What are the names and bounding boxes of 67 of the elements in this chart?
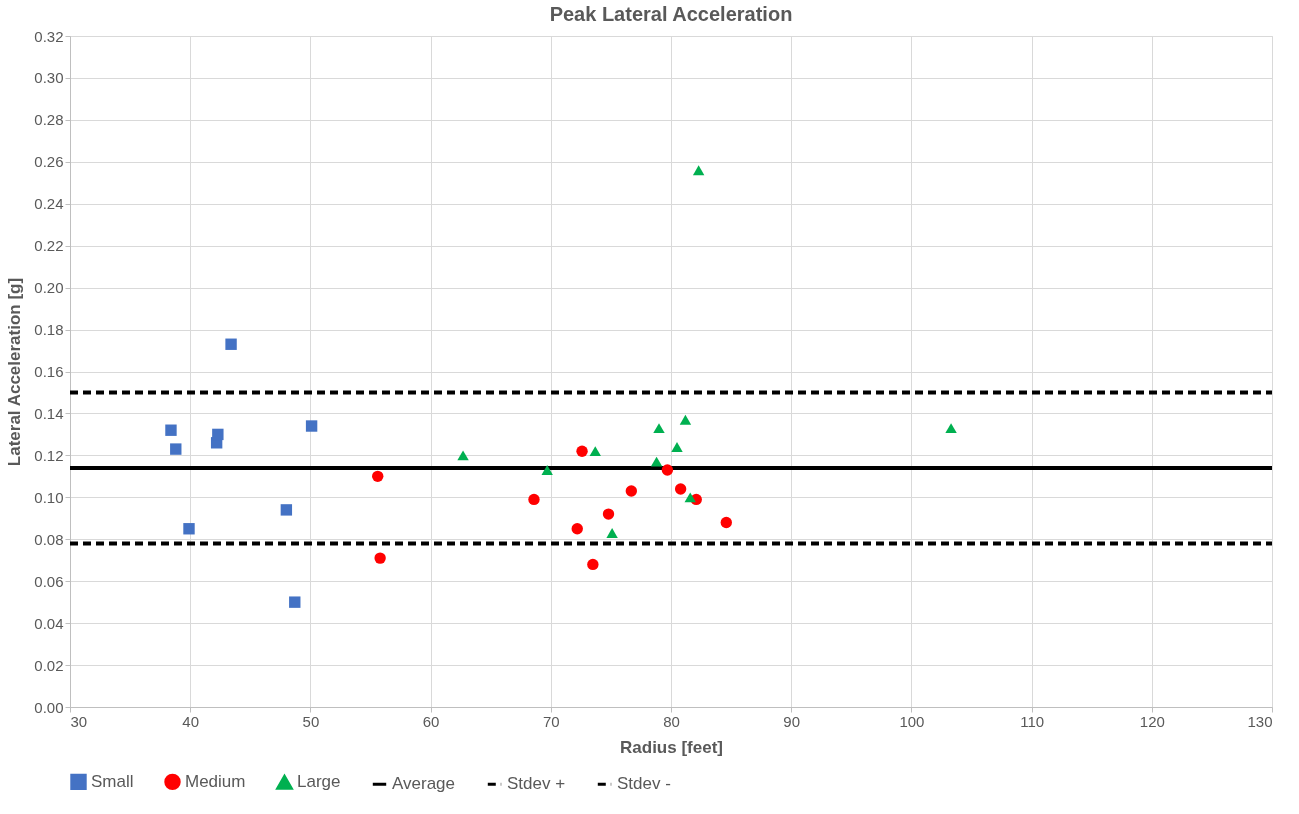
legend-label: Average xyxy=(392,774,456,794)
x-tick-label: 30 xyxy=(70,712,88,730)
y-tick-label: 0.30 xyxy=(34,69,64,87)
point xyxy=(528,493,540,506)
point xyxy=(606,528,618,538)
y-tick-label: 0.28 xyxy=(34,111,64,129)
legend-label: Stdev - xyxy=(617,774,671,794)
y-tick-label: 0.18 xyxy=(34,321,64,339)
point xyxy=(674,483,687,495)
y-tick-label: 0.24 xyxy=(34,195,64,213)
x-tick-label: 110 xyxy=(1020,712,1045,730)
y-tick-label: 0.06 xyxy=(34,572,64,590)
x-tick-label: 40 xyxy=(182,712,200,730)
point xyxy=(571,523,583,535)
point xyxy=(576,445,588,457)
y-tick-label: 0.04 xyxy=(34,614,64,632)
y-tick-label: 0.16 xyxy=(34,363,64,380)
point xyxy=(212,428,224,441)
point xyxy=(692,165,705,176)
point xyxy=(625,485,638,497)
point xyxy=(289,596,301,608)
point xyxy=(183,523,195,535)
point xyxy=(679,414,692,425)
x-tick-label: 50 xyxy=(302,712,320,730)
point xyxy=(280,504,293,516)
y-tick-label: 0.26 xyxy=(34,153,64,171)
point xyxy=(945,423,957,434)
point xyxy=(602,508,615,520)
y-axis-title: Lateral Acceleration [g] xyxy=(5,277,25,467)
y-tick-label: 0.14 xyxy=(34,404,64,422)
point xyxy=(374,552,386,564)
point xyxy=(671,442,683,452)
point xyxy=(165,424,177,436)
point xyxy=(653,423,665,434)
x-tick-label: 120 xyxy=(1139,712,1165,730)
legend-label: Large xyxy=(297,772,341,792)
legend-label: Stdev + xyxy=(507,774,566,794)
y-tick-label: 0.02 xyxy=(34,656,64,674)
legend-label: Medium xyxy=(185,771,246,791)
y-tick-label: 0.10 xyxy=(34,488,64,506)
y-tick-label: 0.32 xyxy=(34,27,64,45)
legend-label: Small xyxy=(91,771,134,791)
point xyxy=(372,470,384,483)
chart-title: Peak Lateral Acceleration xyxy=(549,3,793,25)
y-tick-label: 0.20 xyxy=(34,279,64,297)
x-tick-label: 60 xyxy=(422,712,440,730)
point xyxy=(650,456,663,467)
y-tick-label: 0.22 xyxy=(34,237,64,255)
x-tick-label: 80 xyxy=(663,712,680,730)
y-tick-label: 0.00 xyxy=(34,698,64,716)
point xyxy=(541,465,553,475)
x-tick-label: 130 xyxy=(1247,712,1273,730)
x-tick-label: 90 xyxy=(783,712,801,730)
x-tick-label: 70 xyxy=(542,712,560,730)
y-tick-label: 0.12 xyxy=(34,446,64,464)
y-tick-label: 0.08 xyxy=(34,530,64,548)
point xyxy=(587,558,599,571)
point xyxy=(305,420,318,432)
point xyxy=(589,446,601,457)
point xyxy=(457,450,469,461)
point xyxy=(170,443,182,455)
point xyxy=(684,492,696,503)
point xyxy=(720,516,732,529)
x-axis-title: Radius [feet] xyxy=(620,737,723,757)
point xyxy=(225,338,237,350)
point xyxy=(661,464,674,476)
x-tick-label: 100 xyxy=(899,712,925,730)
